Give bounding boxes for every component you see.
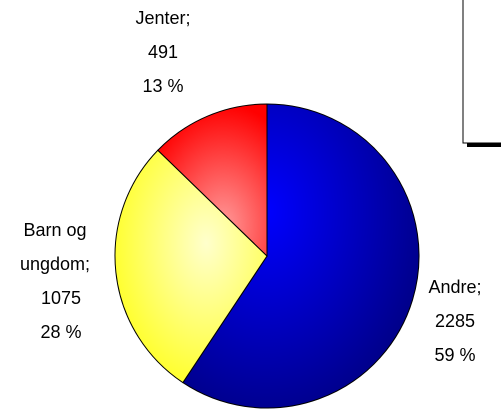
pie-slice (157, 103, 268, 258)
label-name: Jenter; (135, 8, 191, 28)
label-value: 491 (147, 42, 179, 62)
label-name: Barn og ungdom; (19, 220, 91, 274)
label-value: 2285 (434, 311, 476, 331)
label-name: Andre; (428, 277, 482, 297)
pie-slice (114, 149, 268, 384)
data-label: Barn og ungdom; 1075 28 % (0, 213, 122, 349)
data-label: Jenter; 491 13 % (103, 1, 223, 103)
label-percent: 13 % (142, 76, 184, 96)
label-percent: 59 % (434, 345, 476, 365)
data-label: Andre; 2285 59 % (395, 270, 501, 372)
legend-box (462, 0, 501, 144)
label-value: 1075 (40, 288, 82, 308)
pie-slice (182, 103, 420, 409)
label-percent: 28 % (40, 322, 82, 342)
pie (114, 103, 420, 409)
